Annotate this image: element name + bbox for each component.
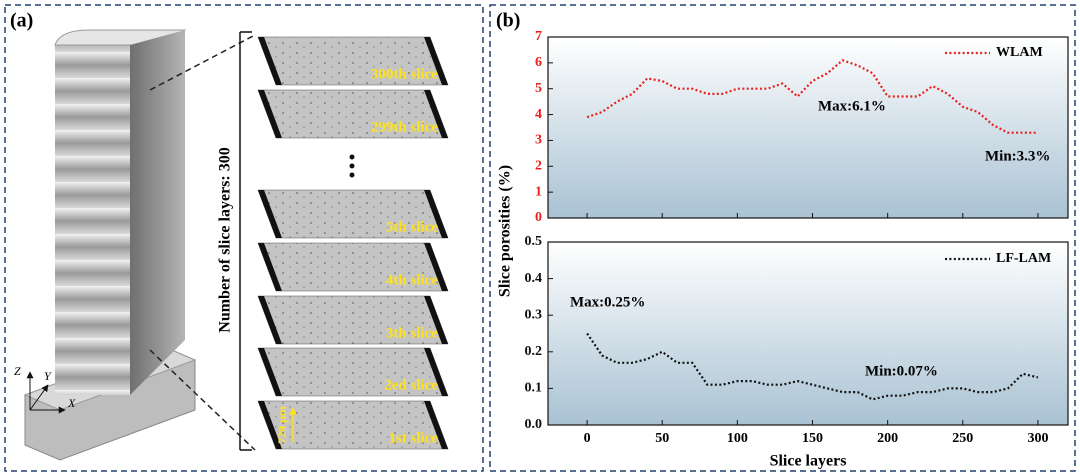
plot-area (547, 241, 1069, 426)
slice-label: 4th slice (386, 272, 438, 288)
y-tick-label: 5 (535, 81, 542, 96)
panel-frame (4, 4, 484, 472)
slice-edge (424, 243, 448, 291)
slice-edge (424, 190, 448, 238)
panel-label: (a) (10, 10, 33, 32)
legend-label: WLAM (996, 45, 1043, 60)
x-tick-label: 200 (877, 431, 898, 446)
x-tick-label: 50 (655, 431, 669, 446)
y-tick-label: 0.5 (525, 234, 543, 249)
y-tick-label: 2 (535, 159, 542, 174)
x-tick-label: 250 (952, 431, 973, 446)
slice-edge (258, 90, 282, 138)
slice-edge (258, 401, 282, 449)
slice-edge (258, 348, 282, 396)
slice-edge (258, 243, 282, 291)
slice-edge (424, 37, 448, 85)
panel-frame (489, 4, 1076, 472)
slice-label: 5th slice (386, 219, 438, 235)
slice-label: 300th slice (371, 66, 438, 82)
series-line (586, 59, 1038, 134)
slice-count: Number of slice layers: 300 (217, 147, 234, 332)
ellipsis (349, 154, 355, 178)
slice-label: 3th slice (386, 325, 438, 341)
sample-block (23, 29, 256, 461)
slice-edge (258, 296, 282, 344)
axis-letter: Z (14, 364, 21, 378)
scale-label: 729 μm (275, 406, 289, 444)
y-tick-label: 3 (535, 133, 542, 148)
slice-edge (424, 90, 448, 138)
slice-edge (424, 296, 448, 344)
y-tick-label: 6 (535, 55, 542, 70)
annotation: Max:0.25% (570, 294, 645, 310)
y-tick-label: 0 (535, 210, 542, 225)
y-tick-label: 4 (535, 107, 542, 122)
axis-letter: X (67, 396, 76, 410)
y-tick-label: 0.4 (525, 271, 543, 286)
y-tick-label: 1 (535, 184, 542, 199)
y-axis-label: Slice porosities (%) (497, 165, 514, 297)
slice-edge (424, 348, 448, 396)
x-tick-label: 0 (584, 431, 591, 446)
plot-area (547, 36, 1069, 219)
y-tick-label: 0.3 (525, 307, 543, 322)
slice-label: 2ed slice (384, 377, 438, 393)
slice-edge (258, 190, 282, 238)
annotation: Max:6.1% (818, 98, 886, 114)
panel-label: (b) (496, 10, 520, 32)
y-tick-label: 0.0 (525, 417, 543, 432)
slice-edge (258, 37, 282, 85)
annotation: Min:0.07% (865, 363, 938, 379)
annotation: Min:3.3% (985, 148, 1050, 164)
x-tick-label: 150 (802, 431, 823, 446)
y-tick-label: 0.2 (525, 344, 543, 359)
bracket (239, 31, 252, 451)
x-tick-label: 300 (1027, 431, 1048, 446)
slice-edge (424, 401, 448, 449)
y-tick-label: 0.1 (525, 381, 543, 396)
slice-label: 1st slice (388, 430, 438, 446)
x-axis-label: Slice layers (770, 453, 847, 470)
axis-letter: Y (44, 369, 52, 383)
slice-label: 299th slice (371, 119, 438, 135)
x-tick-label: 100 (727, 431, 748, 446)
y-tick-label: 7 (535, 29, 542, 44)
legend-label: LF-LAM (996, 251, 1051, 266)
